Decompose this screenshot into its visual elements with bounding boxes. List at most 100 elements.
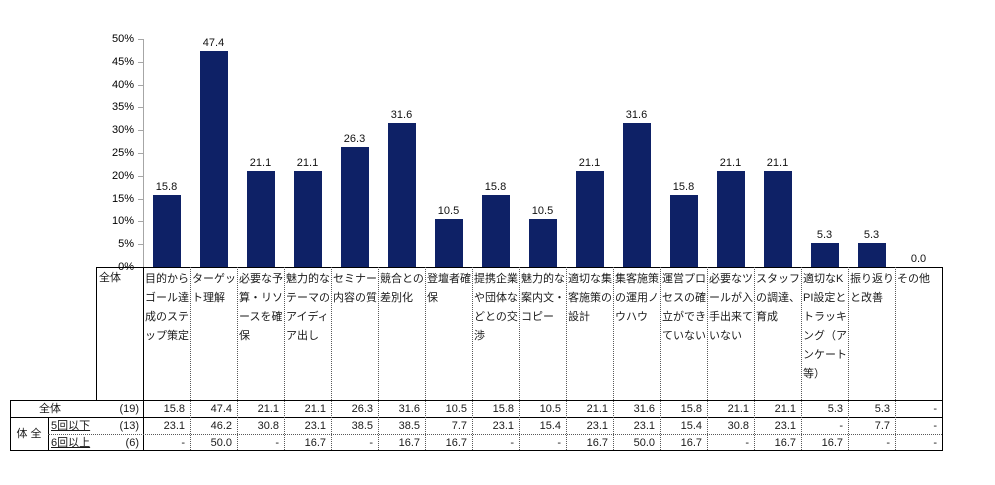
y-axis-tick-label: 15% xyxy=(111,193,134,205)
table-cell: 23.1 xyxy=(586,420,608,432)
row-label-zentai: 全体 xyxy=(39,403,61,415)
bar-value-label: 26.3 xyxy=(343,133,366,146)
bar-value-label: 5.3 xyxy=(863,228,880,241)
bar xyxy=(340,147,369,267)
bar-value-label: 15.8 xyxy=(155,180,178,193)
table-cell: - xyxy=(557,437,561,449)
table-cell: 31.6 xyxy=(398,403,420,415)
table-border-dotted xyxy=(425,267,426,450)
category-header-cell: 集客施策の運用ノウハウ xyxy=(615,273,659,323)
bar xyxy=(575,170,604,267)
bar-value-label: 10.5 xyxy=(531,205,554,218)
table-border-solid xyxy=(10,450,943,451)
table-border-solid xyxy=(143,267,144,450)
bar xyxy=(293,170,322,267)
bar xyxy=(810,242,839,267)
table-cell: 10.5 xyxy=(445,403,467,415)
y-axis-tick-label: 20% xyxy=(111,170,134,182)
category-header-cell: セミナー内容の質 xyxy=(333,273,377,304)
y-axis-tick-label: 5% xyxy=(118,238,134,250)
table-cell: 21.1 xyxy=(727,403,749,415)
row-group-label: 体 全 xyxy=(16,428,42,440)
table-border-solid xyxy=(10,400,942,401)
table-cell: 23.1 xyxy=(492,420,514,432)
table-cell: 16.7 xyxy=(304,437,326,449)
category-header-cell: 適切な集客施策の設計 xyxy=(568,273,612,323)
table-border-dotted xyxy=(237,267,238,450)
category-header-cell: 提携企業や団体などとの交渉 xyxy=(474,273,518,342)
table-cell: 46.2 xyxy=(210,420,232,432)
bar xyxy=(246,170,275,267)
y-axis-tick-label: 45% xyxy=(111,56,134,68)
table-cell: 15.8 xyxy=(680,403,702,415)
table-cell: 30.8 xyxy=(257,420,279,432)
table-cell: 23.1 xyxy=(163,420,185,432)
bar-value-label: 47.4 xyxy=(202,36,225,49)
bar xyxy=(434,219,463,267)
table-cell: - xyxy=(933,437,937,449)
table-cell: 47.4 xyxy=(210,403,232,415)
bar-value-label: 21.1 xyxy=(766,156,789,169)
table-border-dotted xyxy=(707,267,708,450)
table-cell: 38.5 xyxy=(398,420,420,432)
category-header-cell: その他 xyxy=(897,273,930,285)
y-axis-line xyxy=(143,39,144,267)
table-cell: 16.7 xyxy=(398,437,420,449)
category-header-cell: 必要な予算・リソースを確保 xyxy=(239,273,283,342)
table-cell: 31.6 xyxy=(633,403,655,415)
bar xyxy=(387,122,416,267)
table-cell: 15.8 xyxy=(492,403,514,415)
category-header-cell: 運営プロセスの確立ができていない xyxy=(662,273,706,342)
table-cell: 16.7 xyxy=(821,437,843,449)
bar xyxy=(152,194,181,267)
table-cell: 50.0 xyxy=(633,437,655,449)
table-cell: - xyxy=(510,437,514,449)
y-axis-tick xyxy=(138,244,143,245)
bar-value-label: 21.1 xyxy=(296,156,319,169)
table-border-dotted xyxy=(801,267,802,450)
table-cell: 38.5 xyxy=(351,420,373,432)
y-axis-tick xyxy=(138,85,143,86)
y-axis-tick xyxy=(138,199,143,200)
table-border-dotted xyxy=(472,267,473,450)
table-border-dotted xyxy=(331,267,332,450)
table-border-dotted xyxy=(190,267,191,450)
table-cell: 10.5 xyxy=(539,403,561,415)
category-header-cell: 必要なツールが入手出来ていない xyxy=(709,273,753,342)
table-cell: 21.1 xyxy=(586,403,608,415)
table-cell: 21.1 xyxy=(304,403,326,415)
y-axis-tick xyxy=(138,107,143,108)
bar xyxy=(528,219,557,267)
table-cell: 21.1 xyxy=(257,403,279,415)
bar xyxy=(481,194,510,267)
bar xyxy=(669,194,698,267)
table-cell: - xyxy=(745,437,749,449)
bar xyxy=(716,170,745,267)
table-cell: - xyxy=(181,437,185,449)
table-cell: 16.7 xyxy=(774,437,796,449)
row-label-6-or-more: 6回以上 xyxy=(51,437,91,449)
y-axis-tick xyxy=(138,62,143,63)
table-cell: 15.4 xyxy=(680,420,702,432)
y-axis-tick-label: 25% xyxy=(111,147,134,159)
table-cell: 15.4 xyxy=(539,420,561,432)
row-count-5-or-less: (13) xyxy=(119,420,139,432)
table-cell: - xyxy=(275,437,279,449)
table-border-dotted xyxy=(895,267,896,450)
y-axis-tick-label: 30% xyxy=(111,124,134,136)
bar xyxy=(199,50,228,267)
table-border-solid xyxy=(942,267,943,450)
bar-value-label: 0.0 xyxy=(910,253,927,265)
table-border-dotted xyxy=(378,267,379,450)
bar xyxy=(763,170,792,267)
category-header-cell: 競合との差別化 xyxy=(380,273,424,304)
table-cell: - xyxy=(886,437,890,449)
category-header-cell: ターゲット理解 xyxy=(192,273,236,304)
bar-value-label: 21.1 xyxy=(719,156,742,169)
y-axis-tick-label: 40% xyxy=(111,79,134,91)
table-border-dotted xyxy=(754,267,755,450)
bar xyxy=(622,122,651,267)
category-header-cell: スタッフの調達、育成 xyxy=(756,273,800,323)
bar-value-label: 15.8 xyxy=(484,180,507,193)
